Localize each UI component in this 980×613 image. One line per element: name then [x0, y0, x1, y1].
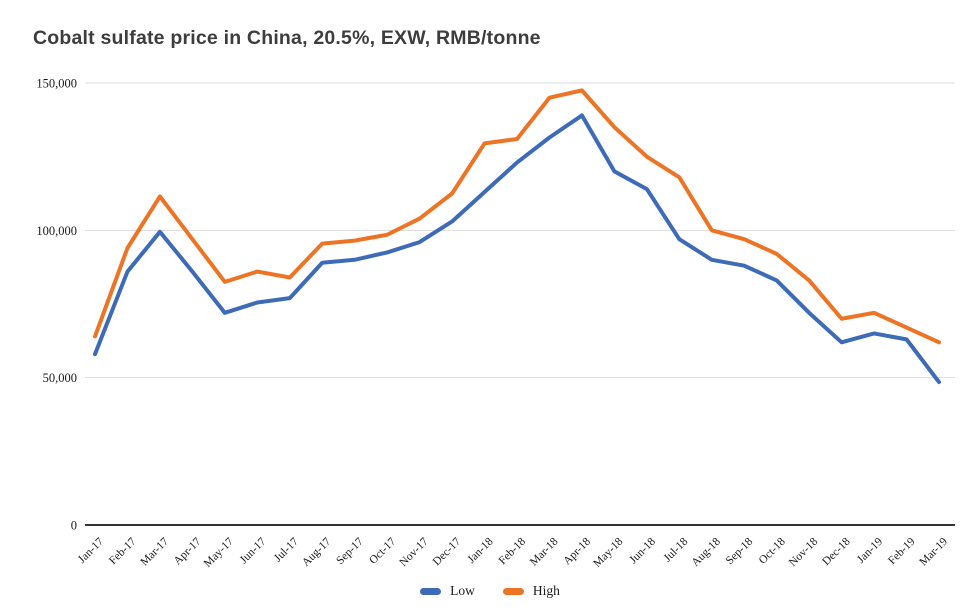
series-line-low — [93, 113, 941, 385]
x-tick-label: Nov-18 — [787, 535, 821, 569]
x-tick-label: Jun-17 — [238, 535, 269, 566]
legend-swatch-low — [420, 587, 442, 595]
legend-swatch-high — [502, 587, 524, 595]
x-tick-label: Feb-17 — [107, 535, 139, 567]
x-tick-label: Nov-17 — [397, 535, 431, 569]
x-tick-label: Mar-17 — [138, 535, 171, 568]
x-tick-label: Jul-17 — [272, 535, 301, 564]
legend-item-high: High — [502, 583, 560, 599]
x-tick-label: Sep-18 — [724, 535, 756, 567]
x-tick-label: Apr-17 — [172, 535, 204, 567]
x-tick-label: Dec-17 — [431, 535, 464, 568]
x-tick-label: Aug-18 — [690, 535, 724, 569]
y-tick-label: 0 — [71, 519, 77, 533]
x-tick-label: Jan-17 — [76, 535, 106, 565]
y-tick-label: 150,000 — [36, 77, 77, 91]
legend-item-low: Low — [420, 583, 475, 599]
x-tick-label: Sep-17 — [334, 535, 366, 567]
chart-legend: Low High — [0, 583, 980, 599]
x-tick-label: May-18 — [591, 535, 625, 569]
x-tick-label: Aug-17 — [300, 535, 334, 569]
x-tick-label: Apr-18 — [561, 535, 593, 567]
x-tick-label: Oct-18 — [757, 535, 788, 566]
x-tick-label: Mar-19 — [917, 535, 950, 568]
series-line-high — [93, 88, 941, 345]
x-tick-label: Jan-19 — [855, 535, 885, 565]
chart-title: Cobalt sulfate price in China, 20.5%, EX… — [33, 27, 541, 49]
x-tick-label: Jul-18 — [662, 535, 691, 564]
y-tick-label: 100,000 — [36, 224, 77, 238]
y-tick-label: 50,000 — [43, 371, 77, 385]
x-tick-label: Jan-18 — [465, 535, 495, 565]
x-tick-label: May-17 — [202, 535, 236, 569]
x-tick-label: Mar-18 — [528, 535, 561, 568]
x-tick-label: Feb-19 — [886, 535, 918, 567]
x-tick-label: Jun-18 — [627, 535, 658, 566]
x-tick-label: Oct-17 — [367, 535, 398, 566]
x-tick-label: Dec-18 — [820, 535, 853, 568]
legend-label-high: High — [532, 583, 560, 598]
x-tick-label: Feb-18 — [497, 535, 529, 567]
legend-label-low: Low — [450, 583, 475, 598]
